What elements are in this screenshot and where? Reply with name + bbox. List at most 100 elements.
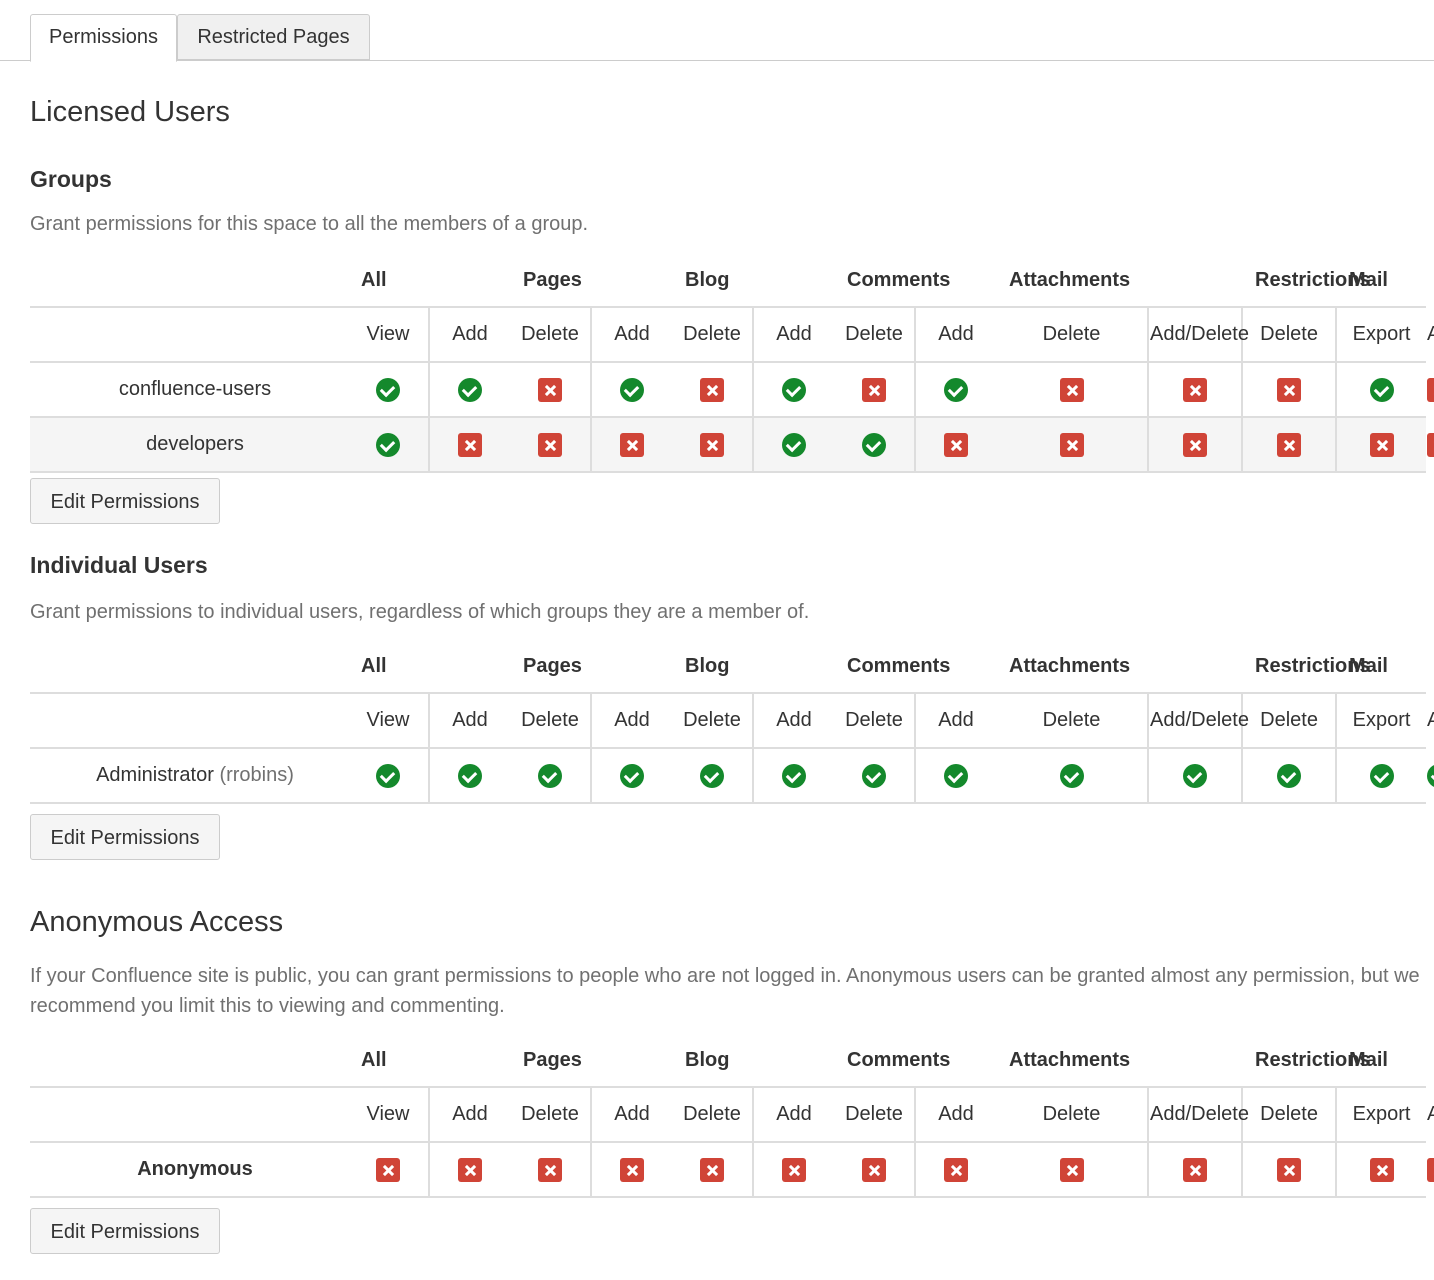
action-header: Delete bbox=[834, 693, 915, 749]
cross-icon bbox=[538, 1157, 562, 1182]
category-header: Restrictions bbox=[1242, 254, 1371, 308]
anonymous-permissions-table: All Pages Blog Comments Attachments Restricti… bbox=[30, 1034, 1434, 1198]
permission-cell bbox=[913, 417, 997, 473]
check-circle-icon bbox=[700, 763, 724, 788]
action-header: Delete bbox=[510, 693, 591, 749]
action-header: View bbox=[348, 1087, 429, 1143]
username-label: (rrobins) bbox=[219, 764, 294, 786]
permission-cell bbox=[913, 362, 997, 418]
permission-cell bbox=[834, 748, 915, 804]
category-header: All bbox=[348, 1034, 510, 1088]
action-header-row: View Add Delete Add Delete Add Delete Add Delete… bbox=[30, 1087, 1434, 1143]
check-circle-icon bbox=[782, 763, 806, 788]
cross-icon bbox=[1059, 1157, 1084, 1182]
permission-cell bbox=[1147, 748, 1243, 804]
tab-permissions[interactable]: Permissions bbox=[30, 14, 177, 62]
permission-cell bbox=[913, 748, 997, 804]
permission-cell bbox=[672, 417, 753, 473]
action-header: Delete bbox=[1241, 693, 1337, 749]
action-header: Add/Delete bbox=[1147, 693, 1249, 749]
permission-cell bbox=[834, 1142, 915, 1198]
cross-icon bbox=[862, 1157, 886, 1182]
permission-cell bbox=[510, 1142, 591, 1198]
check-circle-icon bbox=[620, 763, 644, 788]
category-header: Comments bbox=[834, 1034, 997, 1088]
permission-row: Administrator (rrobins) bbox=[30, 748, 1434, 804]
check-circle-icon bbox=[1183, 763, 1208, 788]
permission-cell bbox=[590, 417, 672, 473]
cross-icon bbox=[1059, 377, 1084, 402]
check-circle-icon bbox=[376, 432, 400, 457]
action-header-row: View Add Delete Add Delete Add Delete Add Delete… bbox=[30, 307, 1434, 363]
action-header: Add bbox=[590, 307, 672, 363]
permission-cell bbox=[428, 362, 510, 418]
cross-icon bbox=[1183, 432, 1208, 457]
cross-icon bbox=[1277, 377, 1302, 402]
category-header: Pages bbox=[510, 254, 672, 308]
edit-individual-permissions-button[interactable]: Edit Permissions bbox=[30, 814, 220, 860]
check-circle-icon bbox=[458, 763, 482, 788]
groups-description: Grant permissions for this space to all … bbox=[30, 213, 589, 235]
permission-cell bbox=[752, 362, 834, 418]
permission-cell bbox=[348, 417, 429, 473]
entity-name: Anonymous bbox=[137, 1158, 253, 1180]
entity-name: developers bbox=[146, 433, 244, 455]
action-header: View bbox=[348, 307, 429, 363]
tab-restricted-pages[interactable]: Restricted Pages bbox=[177, 14, 370, 60]
permission-cell bbox=[1147, 417, 1243, 473]
permission-cell bbox=[1147, 362, 1243, 418]
category-header-row: All Pages Blog Comments Attachments Restricti… bbox=[30, 640, 1427, 694]
category-header: Comments bbox=[834, 640, 997, 694]
cross-icon bbox=[620, 1157, 644, 1182]
name-column-header bbox=[30, 307, 348, 363]
cross-icon bbox=[1369, 432, 1394, 457]
groups-permissions-table: All Pages Blog Comments Attachments Restricti… bbox=[30, 254, 1434, 473]
check-circle-icon bbox=[944, 763, 968, 788]
check-circle-icon bbox=[862, 432, 886, 457]
permission-cell bbox=[590, 362, 672, 418]
category-header: Blog bbox=[672, 1034, 834, 1088]
category-header-row: All Pages Blog Comments Attachments Restricti… bbox=[30, 254, 1427, 308]
action-header: Add bbox=[752, 307, 834, 363]
cross-icon bbox=[1277, 432, 1302, 457]
check-circle-icon bbox=[1059, 763, 1084, 788]
anonymous-description: If your Confluence site is public, you c… bbox=[30, 965, 1420, 1017]
action-header: Add bbox=[428, 307, 510, 363]
edit-anonymous-permissions-button[interactable]: Edit Permissions bbox=[30, 1208, 220, 1254]
groups-heading: Groups bbox=[30, 166, 112, 192]
individual-users-heading: Individual Users bbox=[30, 552, 208, 578]
permission-cell bbox=[510, 417, 591, 473]
permission-cell bbox=[348, 362, 429, 418]
action-header: Add bbox=[590, 693, 672, 749]
cross-icon bbox=[700, 1157, 724, 1182]
individual-permissions-table: All Pages Blog Comments Attachments Restricti… bbox=[30, 640, 1434, 804]
cross-icon bbox=[1427, 1157, 1434, 1182]
header-spacer bbox=[30, 1034, 348, 1088]
edit-group-permissions-button[interactable]: Edit Permissions bbox=[30, 478, 220, 524]
check-circle-icon bbox=[944, 377, 968, 402]
permission-cell bbox=[996, 362, 1149, 418]
category-header: Restrictions bbox=[1242, 1034, 1371, 1088]
tab-divider bbox=[0, 60, 1434, 61]
check-circle-icon bbox=[538, 763, 562, 788]
cross-icon bbox=[1277, 1157, 1302, 1182]
permission-cell bbox=[672, 1142, 753, 1198]
action-header: Add bbox=[913, 693, 997, 749]
action-header: Delete bbox=[834, 1087, 915, 1143]
action-header: Export bbox=[1335, 307, 1427, 363]
licensed-users-heading: Licensed Users bbox=[30, 96, 230, 128]
cross-icon bbox=[1427, 377, 1434, 402]
action-header-row: View Add Delete Add Delete Add Delete Add Delete… bbox=[30, 693, 1434, 749]
category-header: Pages bbox=[510, 1034, 672, 1088]
permission-cell bbox=[996, 1142, 1149, 1198]
check-circle-icon bbox=[458, 377, 482, 402]
action-header: Delete bbox=[510, 307, 591, 363]
header-spacer bbox=[30, 254, 348, 308]
category-header: All bbox=[348, 254, 510, 308]
category-header-row: All Pages Blog Comments Attachments Restricti… bbox=[30, 1034, 1427, 1088]
permission-cell bbox=[672, 748, 753, 804]
permission-cell bbox=[1335, 748, 1427, 804]
permission-cell bbox=[1147, 1142, 1243, 1198]
entity-name: confluence-users bbox=[118, 378, 272, 400]
permission-cell bbox=[996, 417, 1149, 473]
